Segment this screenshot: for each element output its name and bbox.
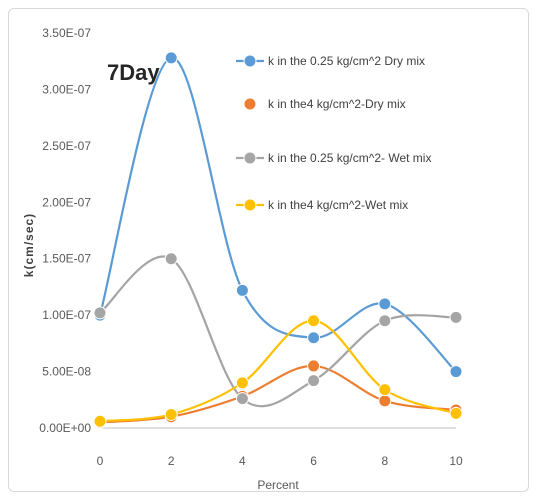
data-point bbox=[307, 359, 321, 373]
legend-item: k in the 0.25 kg/cm^2- Wet mix bbox=[236, 151, 431, 165]
data-point bbox=[378, 297, 392, 311]
legend-label: k in the 0.25 kg/cm^2 Dry mix bbox=[268, 54, 425, 68]
data-point bbox=[93, 414, 107, 428]
series-line bbox=[99, 364, 457, 424]
data-point bbox=[235, 376, 249, 390]
legend-item: k in the4 kg/cm^2-Dry mix bbox=[243, 97, 406, 111]
y-tick-label: 2.50E-07 bbox=[42, 139, 91, 153]
y-axis-ticks: 0.00E+00 5.00E-08 1.00E-07 1.50E-07 2.00E-07… bbox=[39, 26, 91, 435]
legend-label: k in the4 kg/cm^2-Dry mix bbox=[268, 97, 406, 111]
y-tick-label: 1.00E-07 bbox=[42, 308, 91, 322]
data-point bbox=[164, 407, 178, 421]
x-tick-label: 0 bbox=[97, 454, 104, 468]
data-point bbox=[378, 394, 392, 408]
series-1 bbox=[93, 51, 463, 379]
x-tick-label: 6 bbox=[310, 454, 317, 468]
y-tick-label: 3.50E-07 bbox=[42, 26, 91, 40]
legend-marker bbox=[243, 54, 257, 68]
legend-marker bbox=[243, 151, 257, 165]
series-4 bbox=[93, 314, 463, 428]
chart-title: 7Day bbox=[107, 60, 160, 85]
x-tick-label: 2 bbox=[168, 454, 175, 468]
data-point bbox=[449, 406, 463, 420]
data-point bbox=[449, 310, 463, 324]
data-point bbox=[449, 365, 463, 379]
y-tick-label: 2.00E-07 bbox=[42, 195, 91, 209]
x-tick-label: 8 bbox=[381, 454, 388, 468]
legend-marker bbox=[243, 97, 257, 111]
y-tick-label: 1.50E-07 bbox=[42, 252, 91, 266]
y-tick-label: 3.00E-07 bbox=[42, 82, 91, 96]
legend: k in the 0.25 kg/cm^2 Dry mix k in the4 k… bbox=[236, 54, 431, 212]
x-tick-label: 10 bbox=[449, 454, 463, 468]
y-tick-label: 5.00E-08 bbox=[42, 365, 91, 379]
data-point bbox=[307, 314, 321, 328]
data-point bbox=[307, 331, 321, 345]
legend-item: k in the 0.25 kg/cm^2 Dry mix bbox=[236, 54, 425, 68]
legend-item: k in the4 kg/cm^2-Wet mix bbox=[236, 198, 408, 212]
series-3 bbox=[93, 252, 463, 408]
data-point bbox=[378, 383, 392, 397]
data-point bbox=[378, 314, 392, 328]
data-point bbox=[164, 252, 178, 266]
legend-label: k in the4 kg/cm^2-Wet mix bbox=[268, 198, 408, 212]
x-tick-label: 4 bbox=[239, 454, 246, 468]
data-point bbox=[235, 392, 249, 406]
legend-label: k in the 0.25 kg/cm^2- Wet mix bbox=[268, 151, 431, 165]
data-point bbox=[235, 283, 249, 297]
y-tick-label: 0.00E+00 bbox=[39, 421, 91, 435]
x-axis-ticks: 0 2 4 6 8 10 bbox=[97, 454, 463, 468]
data-point bbox=[164, 51, 178, 65]
x-axis-title: Percent bbox=[257, 478, 299, 492]
data-point bbox=[93, 306, 107, 320]
data-point bbox=[307, 374, 321, 388]
legend-marker bbox=[243, 198, 257, 212]
series-layer bbox=[93, 51, 463, 429]
y-axis-title: k(cm/sec) bbox=[22, 213, 36, 277]
series-line bbox=[99, 319, 457, 423]
chart-frame bbox=[8, 8, 529, 492]
